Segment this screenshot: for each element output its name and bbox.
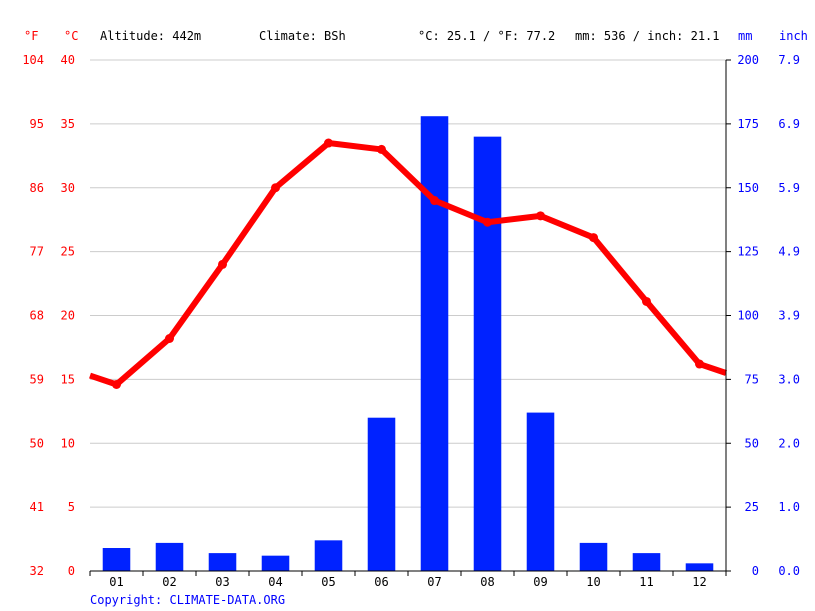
month-label: 12 — [692, 575, 706, 589]
precipitation-bar — [579, 542, 608, 571]
month-label: 10 — [586, 575, 600, 589]
tick-label-inch: 4.9 — [778, 245, 800, 259]
temperature-point — [642, 296, 651, 306]
tick-label-celsius: 10 — [61, 436, 75, 450]
tick-label-inch: 3.0 — [778, 372, 800, 386]
tick-label-mm: 0 — [752, 564, 759, 578]
tick-label-fahrenheit: 95 — [30, 117, 44, 131]
fahrenheit-unit-label: °F — [24, 29, 39, 43]
tick-label-fahrenheit: 50 — [30, 436, 44, 450]
month-label: 05 — [321, 575, 335, 589]
tick-label-mm: 25 — [745, 500, 759, 514]
tick-label-mm: 75 — [745, 372, 759, 386]
tick-label-inch: 7.9 — [778, 53, 800, 67]
precipitation-bars — [102, 116, 714, 572]
precipitation-bar — [102, 548, 131, 571]
altitude-label: Altitude: 442m — [100, 29, 202, 43]
temperature-point — [695, 359, 704, 369]
celsius-unit-label: °C — [64, 29, 79, 43]
tick-label-fahrenheit: 86 — [30, 181, 44, 195]
precipitation-bar — [473, 136, 502, 571]
temperature-point — [271, 183, 280, 193]
month-label: 09 — [533, 575, 547, 589]
tick-label-fahrenheit: 41 — [30, 500, 44, 514]
tick-label-celsius: 35 — [61, 117, 75, 131]
tick-label-fahrenheit: 77 — [30, 245, 44, 259]
tick-label-mm: 100 — [737, 309, 759, 323]
precipitation-bar — [632, 553, 661, 571]
tick-label-mm: 150 — [737, 181, 759, 195]
tick-label-celsius: 40 — [61, 53, 75, 67]
precipitation-bar — [526, 412, 555, 571]
temperature-point — [112, 379, 121, 389]
precipitation-bar — [155, 542, 184, 571]
temperature-point — [377, 144, 386, 154]
tick-label-inch: 6.9 — [778, 117, 800, 131]
mm-unit-label: mm — [738, 29, 753, 43]
month-label: 04 — [268, 575, 282, 589]
precipitation-bar — [208, 553, 237, 571]
month-label: 02 — [162, 575, 176, 589]
tick-label-inch: 0.0 — [778, 564, 800, 578]
tick-label-fahrenheit: 104 — [22, 53, 44, 67]
temperature-point — [589, 233, 598, 243]
axes — [89, 59, 731, 576]
month-label: 08 — [480, 575, 494, 589]
tick-label-inch: 1.0 — [778, 500, 800, 514]
tick-label-mm: 200 — [737, 53, 759, 67]
tick-label-mm: 125 — [737, 245, 759, 259]
copyright-link[interactable]: Copyright: CLIMATE-DATA.ORG — [90, 593, 286, 607]
temperature-point — [324, 138, 333, 148]
tick-label-celsius: 25 — [61, 245, 75, 259]
tick-label-fahrenheit: 68 — [30, 309, 44, 323]
precipitation-bar — [420, 116, 449, 572]
month-label: 03 — [215, 575, 229, 589]
month-label: 06 — [374, 575, 388, 589]
average-temperature-label: °C: 25.1 / °F: 77.2 — [418, 29, 556, 43]
month-label: 01 — [109, 575, 123, 589]
tick-label-celsius: 30 — [61, 181, 75, 195]
temperature-point — [536, 211, 545, 221]
precipitation-bar — [367, 417, 396, 571]
tick-label-celsius: 15 — [61, 372, 75, 386]
tick-label-inch: 2.0 — [778, 436, 800, 450]
climate-label: Climate: BSh — [259, 29, 346, 43]
tick-label-fahrenheit: 59 — [30, 372, 44, 386]
tick-labels: 104 40 200 7.995 35 175 6.986 30 150 5.977 25 125 4.… — [22, 53, 800, 589]
temperature-point — [430, 196, 439, 206]
grid-lines — [90, 59, 726, 508]
temperature-line — [89, 140, 727, 388]
tick-label-inch: 5.9 — [778, 181, 800, 195]
temperature-point — [483, 217, 492, 227]
month-label: 07 — [427, 575, 441, 589]
tick-label-fahrenheit: 32 — [30, 564, 44, 578]
month-label: 11 — [639, 575, 653, 589]
tick-label-celsius: 5 — [68, 500, 75, 514]
tick-label-mm: 175 — [737, 117, 759, 131]
tick-label-celsius: 20 — [61, 309, 75, 323]
annual-precipitation-label: mm: 536 / inch: 21.1 — [575, 29, 720, 43]
precipitation-bar — [314, 540, 343, 571]
tick-label-mm: 50 — [745, 436, 759, 450]
temperature-line-group — [89, 138, 727, 389]
inch-unit-label: inch — [779, 29, 808, 43]
tick-label-inch: 3.9 — [778, 309, 800, 323]
precipitation-bar — [685, 563, 714, 571]
precipitation-bar — [261, 555, 290, 571]
temperature-point — [165, 333, 174, 343]
tick-label-celsius: 0 — [68, 564, 75, 578]
temperature-point — [218, 259, 227, 269]
